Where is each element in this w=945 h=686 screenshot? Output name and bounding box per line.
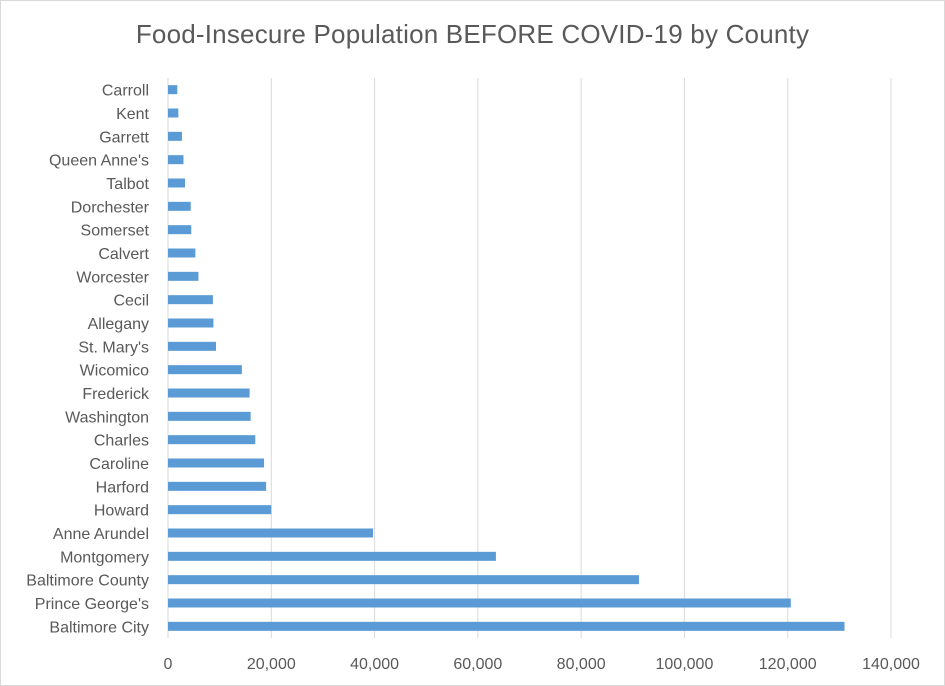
x-tick-label-5: 100,000	[656, 656, 714, 673]
x-tick-label-6: 120,000	[759, 656, 817, 673]
bar-montgomery	[168, 551, 496, 561]
bar-baltimore-county	[168, 575, 639, 585]
bar-harford	[168, 481, 267, 491]
bar-frederick	[168, 388, 250, 398]
y-tick-label-kent: Kent	[116, 106, 149, 123]
bar-st-mary-s	[168, 341, 217, 351]
bar-queen-anne-s	[168, 155, 184, 165]
x-tick-label-4: 80,000	[557, 656, 606, 673]
y-tick-label-dorchester: Dorchester	[71, 199, 150, 216]
y-tick-label-washington: Washington	[65, 409, 149, 426]
y-tick-label-somerset: Somerset	[81, 223, 150, 240]
y-tick-label-baltimore-county: Baltimore County	[26, 573, 149, 590]
y-tick-label-charles: Charles	[94, 433, 149, 450]
y-tick-label-caroline: Caroline	[89, 456, 149, 473]
bar-howard	[168, 505, 272, 515]
bar-talbot	[168, 178, 186, 188]
y-tick-label-calvert: Calvert	[98, 246, 149, 263]
bar-allegany	[168, 318, 214, 328]
x-tick-label-7: 140,000	[862, 656, 920, 673]
bar-garrett	[168, 131, 182, 141]
bar-baltimore-city	[168, 621, 845, 631]
y-tick-label-talbot: Talbot	[106, 176, 149, 193]
bar-dorchester	[168, 201, 191, 211]
y-tick-label-harford: Harford	[96, 479, 149, 496]
bar-kent	[168, 108, 179, 118]
x-tick-label-1: 20,000	[247, 656, 296, 673]
y-tick-label-montgomery: Montgomery	[60, 549, 149, 566]
y-tick-label-worcester: Worcester	[76, 269, 149, 286]
x-tick-label-2: 40,000	[350, 656, 399, 673]
y-tick-label-anne-arundel: Anne Arundel	[53, 526, 149, 543]
y-tick-label-allegany: Allegany	[88, 316, 149, 333]
x-tick-label-0: 0	[164, 656, 173, 673]
bar-somerset	[168, 225, 192, 235]
bar-caroline	[168, 458, 265, 468]
bar-calvert	[168, 248, 196, 258]
bar-washington	[168, 411, 251, 421]
y-tick-label-baltimore-city: Baltimore City	[49, 619, 149, 636]
bar-charles	[168, 435, 256, 445]
bar-anne-arundel	[168, 528, 374, 538]
x-tick-label-3: 60,000	[453, 656, 502, 673]
y-tick-label-st-mary-s: St. Mary's	[78, 339, 149, 356]
y-tick-label-cecil: Cecil	[113, 293, 149, 310]
y-tick-label-prince-george-s: Prince George's	[35, 596, 149, 613]
y-tick-label-frederick: Frederick	[82, 386, 150, 403]
y-tick-label-queen-anne-s: Queen Anne's	[49, 153, 149, 170]
y-tick-label-wicomico: Wicomico	[80, 363, 149, 380]
bar-wicomico	[168, 365, 242, 375]
bar-prince-george-s	[168, 598, 791, 608]
y-tick-label-garrett: Garrett	[99, 129, 149, 146]
y-tick-label-howard: Howard	[94, 503, 149, 520]
bar-cecil	[168, 295, 213, 305]
y-tick-label-carroll: Carroll	[102, 83, 149, 100]
bar-carroll	[168, 85, 178, 95]
chart-title: Food-Insecure Population BEFORE COVID-19…	[135, 19, 810, 49]
bar-worcester	[168, 271, 199, 281]
